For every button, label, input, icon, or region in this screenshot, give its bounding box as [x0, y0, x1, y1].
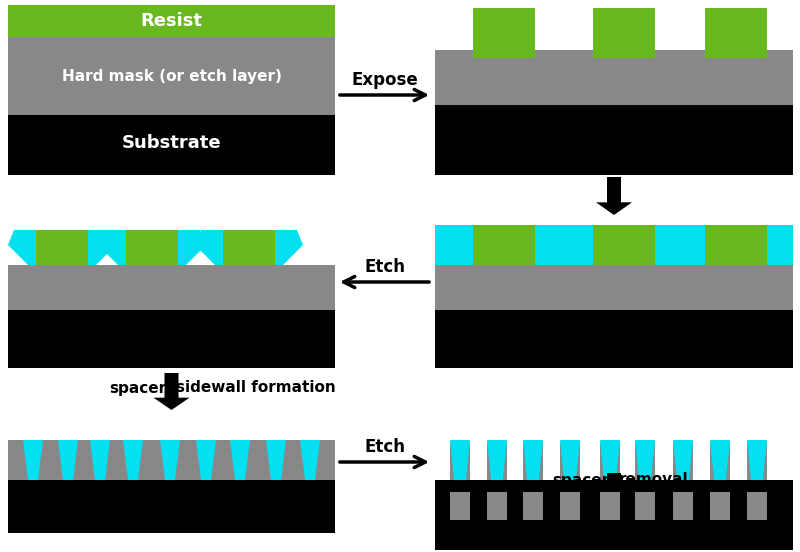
Bar	[747, 443, 767, 480]
Polygon shape	[710, 440, 730, 480]
Bar	[767, 225, 793, 260]
Bar	[635, 443, 655, 480]
Bar	[435, 520, 793, 550]
Polygon shape	[300, 440, 320, 480]
Bar	[705, 225, 767, 265]
Polygon shape	[8, 230, 36, 265]
Polygon shape	[195, 230, 223, 265]
Bar	[673, 443, 693, 480]
Bar	[710, 443, 730, 480]
Text: spacer: spacer	[552, 473, 609, 487]
Bar	[8, 480, 335, 533]
Bar	[560, 492, 580, 520]
Bar	[126, 230, 178, 265]
Text: Expose: Expose	[351, 71, 418, 89]
Polygon shape	[560, 440, 580, 480]
Bar	[487, 443, 507, 480]
Polygon shape	[178, 230, 206, 265]
Polygon shape	[196, 440, 216, 480]
Bar	[747, 492, 767, 520]
Bar	[435, 50, 793, 105]
Text: Hard mask (or etch layer): Hard mask (or etch layer)	[62, 68, 282, 83]
Text: spacer: spacer	[110, 380, 166, 395]
Polygon shape	[275, 230, 303, 265]
Bar	[635, 492, 655, 520]
Bar	[705, 8, 767, 58]
Bar	[435, 240, 793, 265]
Bar	[535, 225, 593, 260]
Bar	[600, 492, 620, 520]
Bar	[8, 5, 335, 37]
Polygon shape	[596, 473, 632, 492]
Bar	[487, 492, 507, 520]
Bar	[710, 492, 730, 520]
Bar	[655, 225, 705, 260]
Bar	[8, 440, 335, 480]
Bar	[435, 105, 793, 175]
Bar	[435, 310, 793, 368]
Text: removal: removal	[619, 473, 689, 487]
Bar	[473, 8, 535, 58]
Text: Substrate: Substrate	[122, 134, 222, 152]
Bar	[36, 230, 88, 265]
Bar	[8, 115, 335, 175]
Bar	[560, 443, 580, 480]
Bar	[435, 265, 793, 310]
Bar	[8, 265, 335, 310]
Polygon shape	[673, 440, 693, 480]
Polygon shape	[154, 373, 190, 410]
Bar	[435, 480, 793, 533]
Polygon shape	[123, 440, 143, 480]
Bar	[673, 492, 693, 520]
Polygon shape	[98, 230, 126, 265]
Bar	[593, 8, 655, 58]
Polygon shape	[747, 440, 767, 480]
Bar	[8, 310, 335, 368]
Polygon shape	[596, 177, 632, 215]
Polygon shape	[23, 440, 43, 480]
Polygon shape	[266, 440, 286, 480]
Polygon shape	[88, 230, 116, 265]
Polygon shape	[90, 440, 110, 480]
Bar	[523, 443, 543, 480]
Polygon shape	[523, 440, 543, 480]
Text: Etch: Etch	[364, 438, 405, 456]
Bar	[473, 225, 535, 265]
Polygon shape	[487, 440, 507, 480]
Bar	[223, 230, 275, 265]
Bar	[523, 492, 543, 520]
Bar	[435, 225, 473, 260]
Text: Etch: Etch	[364, 258, 405, 276]
Polygon shape	[58, 440, 78, 480]
Polygon shape	[160, 440, 180, 480]
Text: Resist: Resist	[141, 12, 202, 30]
Bar	[450, 443, 470, 480]
Bar	[600, 443, 620, 480]
Text: sidewall formation: sidewall formation	[177, 380, 336, 395]
Polygon shape	[635, 440, 655, 480]
Bar	[593, 225, 655, 265]
Polygon shape	[600, 440, 620, 480]
Bar	[8, 37, 335, 115]
Polygon shape	[230, 440, 250, 480]
Polygon shape	[450, 440, 470, 480]
Bar	[450, 492, 470, 520]
